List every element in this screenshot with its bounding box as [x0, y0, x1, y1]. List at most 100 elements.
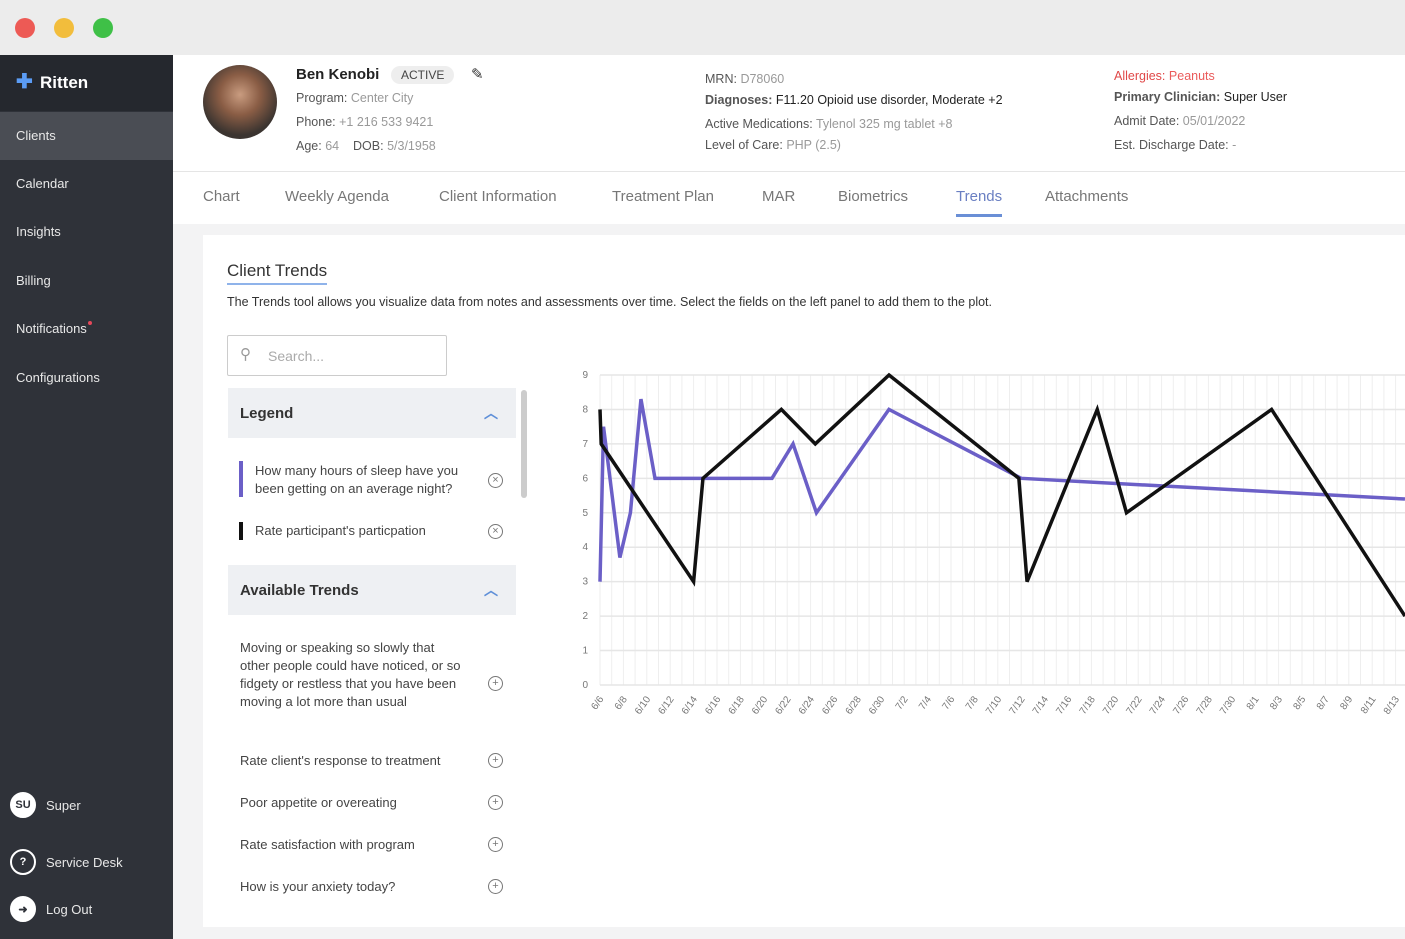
nav-label: Insights — [16, 224, 61, 239]
client-phone: Phone: +1 216 533 9421 — [296, 115, 434, 129]
series-line — [598, 372, 1405, 618]
x-tick-label: 7/28 — [1195, 694, 1215, 717]
x-tick-label: 6/16 — [703, 694, 723, 717]
available-trend-item[interactable]: Rate satisfaction with program — [240, 837, 415, 852]
trends-description: The Trends tool allows you visualize dat… — [227, 295, 993, 309]
notification-dot — [87, 321, 92, 325]
sidebar-item-billing[interactable]: Billing — [0, 257, 173, 305]
close-window-button[interactable] — [15, 18, 35, 38]
status-badge: ACTIVE — [391, 66, 455, 84]
add-circle-icon[interactable]: + — [488, 837, 503, 852]
available-trend-item[interactable]: How is your anxiety today? — [240, 879, 396, 894]
avatar: SU — [10, 792, 36, 818]
available-trend-item[interactable]: Moving or speaking so slowly that other … — [240, 640, 461, 709]
x-tick-label: 7/10 — [984, 694, 1004, 717]
add-circle-icon[interactable]: + — [488, 879, 503, 894]
client-program: Program: Center City — [296, 91, 414, 105]
y-tick-label: 2 — [582, 611, 588, 622]
client-name: Ben Kenobi — [296, 66, 380, 83]
x-tick-label: 8/5 — [1291, 694, 1308, 712]
add-circle-icon[interactable]: + — [488, 676, 503, 691]
tab-client-information[interactable]: Client Information — [439, 188, 557, 205]
nav-label: Clients — [16, 128, 56, 143]
x-tick-label: 7/24 — [1148, 694, 1168, 717]
x-tick-label: 6/26 — [820, 694, 840, 717]
x-tick-label: 8/1 — [1245, 694, 1262, 712]
service-desk-label: Service Desk — [46, 854, 123, 870]
sidebar-item-clients[interactable]: Clients — [0, 112, 173, 160]
search-icon: ⚲ — [240, 346, 251, 363]
x-tick-label: 6/12 — [656, 694, 676, 717]
sidebar-item-configurations[interactable]: Configurations — [0, 354, 173, 402]
client-medications: Active Medications: Tylenol 325 mg table… — [705, 117, 953, 131]
app-name: Ritten — [40, 73, 89, 92]
chevron-up-icon[interactable]: ︿ — [484, 405, 498, 421]
nav-label: Configurations — [16, 370, 100, 385]
legend-color-swatch — [239, 461, 243, 497]
sidebar-item-calendar[interactable]: Calendar — [0, 160, 173, 208]
user-name: Super — [46, 797, 81, 813]
maximize-window-button[interactable] — [93, 18, 113, 38]
y-tick-label: 9 — [582, 370, 588, 381]
available-trend-item[interactable]: Poor appetite or overeating — [240, 795, 397, 810]
tab-biometrics[interactable]: Biometrics — [838, 188, 909, 205]
tab-mar[interactable]: MAR — [762, 188, 796, 205]
available-trends-header[interactable]: Available Trends ︿ — [228, 565, 516, 615]
edit-pencil-icon[interactable]: ✎ — [471, 66, 484, 83]
primary-clinician: Primary Clinician: Super User — [1114, 90, 1288, 104]
x-tick-label: 8/3 — [1268, 694, 1285, 712]
x-tick-label: 6/10 — [633, 694, 653, 717]
legend-color-swatch — [239, 522, 243, 540]
y-tick-label: 3 — [582, 577, 588, 588]
remove-circle-icon[interactable]: × — [488, 473, 503, 488]
app-logo[interactable]: ✚ Ritten — [0, 55, 173, 111]
client-allergies: Allergies: Peanuts — [1114, 69, 1215, 83]
x-tick-label: 6/30 — [867, 694, 887, 717]
tab-chart[interactable]: Chart — [203, 188, 240, 205]
y-tick-label: 0 — [582, 680, 588, 691]
window-titlebar — [0, 0, 1405, 55]
add-circle-icon[interactable]: + — [488, 753, 503, 768]
tab-trends[interactable]: Trends — [956, 188, 1003, 217]
available-trends-title: Available Trends — [240, 582, 359, 599]
x-tick-label: 7/16 — [1054, 694, 1074, 717]
sidebar-item-notifications[interactable]: Notifications — [0, 305, 173, 353]
client-diagnoses: Diagnoses: F11.20 Opioid use disorder, M… — [705, 93, 1003, 107]
add-circle-icon[interactable]: + — [488, 795, 503, 810]
chevron-up-icon[interactable]: ︿ — [484, 582, 498, 598]
x-tick-label: 7/22 — [1124, 694, 1144, 717]
help-icon: ? — [10, 849, 36, 875]
x-tick-label: 6/6 — [589, 694, 606, 712]
client-header: Ben Kenobi ACTIVE ✎ Program: Center City… — [173, 55, 1405, 172]
sidebar-item-insights[interactable]: Insights — [0, 208, 173, 256]
remove-circle-icon[interactable]: × — [488, 524, 503, 539]
search-placeholder: Search... — [268, 348, 325, 364]
x-tick-label: 7/2 — [894, 694, 911, 712]
client-age-dob: Age: 64 DOB: 5/3/1958 — [296, 139, 436, 153]
legend-title: Legend — [240, 405, 294, 422]
x-tick-label: 6/20 — [750, 694, 770, 717]
user-menu[interactable]: SU Super — [10, 792, 81, 818]
trends-line-chart: 0 1 2 3 4 5 6 7 8 9 6/6 6/8 6/10 6/12 6/14 6/16 6/18 6/20… — [582, 370, 1405, 717]
x-tick-label: 7/6 — [940, 694, 957, 712]
x-tick-label: 8/9 — [1338, 694, 1355, 712]
tab-attachments[interactable]: Attachments — [1045, 188, 1129, 205]
legend-section-header[interactable]: Legend ︿ — [228, 388, 516, 438]
search-input[interactable]: ⚲ Search... — [227, 335, 447, 376]
minimize-window-button[interactable] — [54, 18, 74, 38]
x-tick-label: 8/11 — [1359, 694, 1379, 716]
tab-treatment-plan[interactable]: Treatment Plan — [612, 188, 714, 205]
plus-logo-icon: ✚ — [16, 71, 33, 93]
service-desk-button[interactable]: ? Service Desk — [10, 849, 123, 875]
panel-scrollbar[interactable] — [521, 390, 527, 498]
available-trend-item[interactable]: Rate client's response to treatment — [240, 753, 441, 768]
x-tick-label: 7/12 — [1007, 694, 1027, 717]
x-tick-label: 6/14 — [680, 694, 700, 717]
client-level-of-care: Level of Care: PHP (2.5) — [705, 138, 841, 152]
tab-bar: Chart Weekly Agenda Client Information T… — [173, 172, 1405, 224]
logout-button[interactable]: ➜ Log Out — [10, 896, 92, 922]
client-mrn: MRN: D78060 — [705, 72, 785, 86]
x-tick-label: 8/13 — [1382, 694, 1402, 717]
discharge-date: Est. Discharge Date: - — [1114, 138, 1237, 152]
tab-weekly-agenda[interactable]: Weekly Agenda — [285, 188, 389, 205]
